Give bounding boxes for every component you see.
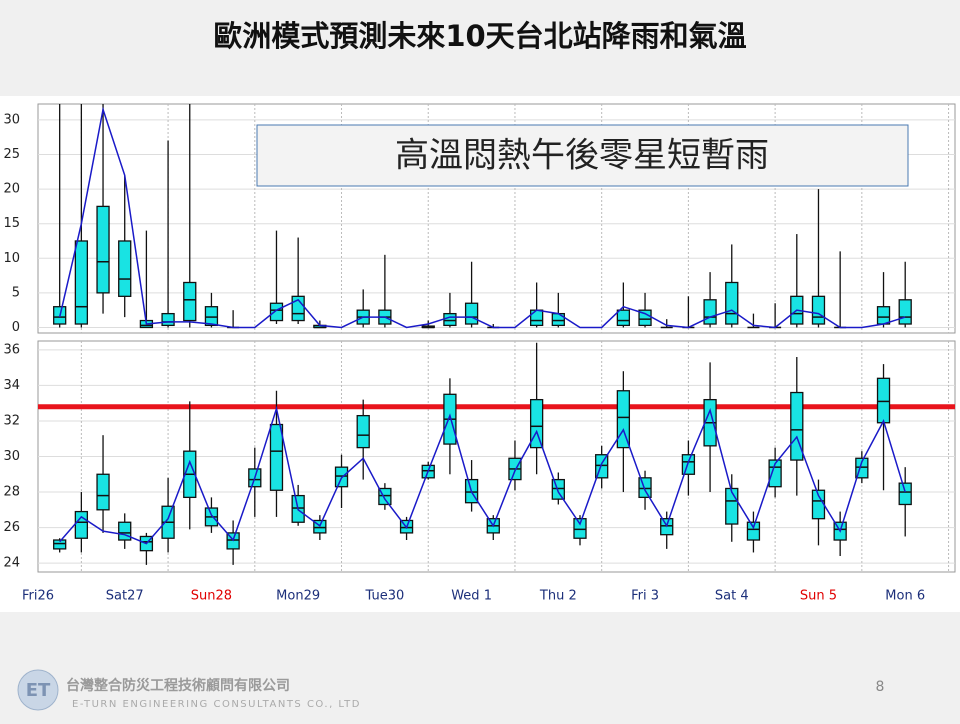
x-tick-label: Mon29 — [276, 589, 320, 604]
box — [74, 510, 89, 539]
x-tick-label: Tue30 — [365, 589, 405, 604]
box — [96, 473, 110, 511]
box — [725, 281, 739, 325]
x-tick-label: Fri 3 — [631, 589, 659, 604]
y-tick-label: 26 — [3, 520, 20, 535]
box — [269, 302, 284, 322]
slide-title: 歐洲模式預測未來10天台北站降雨和氣溫 — [213, 19, 746, 53]
box — [183, 281, 197, 322]
box — [811, 295, 826, 325]
plot-marks — [53, 104, 912, 329]
y-tick-label: 36 — [3, 342, 20, 357]
y-tick-label: 30 — [3, 112, 20, 127]
callout-box — [256, 124, 909, 187]
box — [616, 309, 631, 327]
y-tick-label: 25 — [3, 147, 20, 162]
box — [118, 521, 132, 541]
x-tick-label: Sat 4 — [715, 589, 749, 604]
box — [703, 299, 717, 325]
y-tick-label: 20 — [3, 182, 20, 197]
x-tick-label: Sun28 — [191, 589, 232, 604]
y-tick-label: 10 — [3, 251, 20, 266]
box — [725, 487, 739, 525]
box — [573, 518, 587, 539]
logo-mark: ET — [26, 680, 51, 701]
company-zh: 台灣整合防災工程技術顧問有限公司 — [66, 677, 290, 694]
box — [529, 309, 544, 327]
box — [118, 240, 132, 297]
y-tick-label: 15 — [3, 216, 20, 231]
box — [898, 299, 912, 325]
box — [96, 205, 110, 294]
box — [898, 482, 912, 506]
box — [74, 240, 89, 325]
box — [161, 312, 175, 327]
box — [876, 377, 891, 424]
plot-marks — [38, 342, 955, 565]
y-tick-label: 32 — [3, 413, 20, 428]
x-tick-label: Sun 5 — [800, 589, 837, 604]
x-tick-label: Mon 6 — [885, 589, 925, 604]
y-tick-label: 28 — [3, 485, 20, 500]
box — [464, 302, 479, 325]
y-tick-label: 5 — [12, 285, 20, 300]
mean-line — [58, 106, 906, 329]
box — [443, 312, 457, 327]
box — [876, 306, 891, 325]
x-tick-label: Wed 1 — [451, 589, 492, 604]
box — [638, 309, 652, 327]
box — [356, 414, 370, 449]
y-tick-label: 34 — [3, 378, 20, 393]
y-tick-label: 0 — [12, 320, 20, 335]
callout-text: 高溫悶熱午後零星短暫雨 — [395, 136, 769, 176]
y-tick-label: 24 — [3, 556, 20, 571]
box — [269, 423, 284, 491]
box — [681, 454, 696, 475]
page-number: 8 — [876, 679, 885, 695]
x-tick-label: Sat27 — [106, 589, 144, 604]
x-tick-label: Fri26 — [22, 589, 54, 604]
mean-line — [59, 405, 906, 545]
company-en: E-TURN ENGINEERING CONSULTANTS CO., LTD — [72, 699, 361, 710]
box — [746, 521, 761, 541]
box — [53, 539, 67, 550]
box — [551, 312, 565, 327]
box — [204, 306, 219, 327]
y-tick-label: 30 — [3, 449, 20, 464]
logo — [17, 669, 59, 711]
x-tick-label: Thu 2 — [539, 589, 577, 604]
box — [616, 390, 631, 449]
